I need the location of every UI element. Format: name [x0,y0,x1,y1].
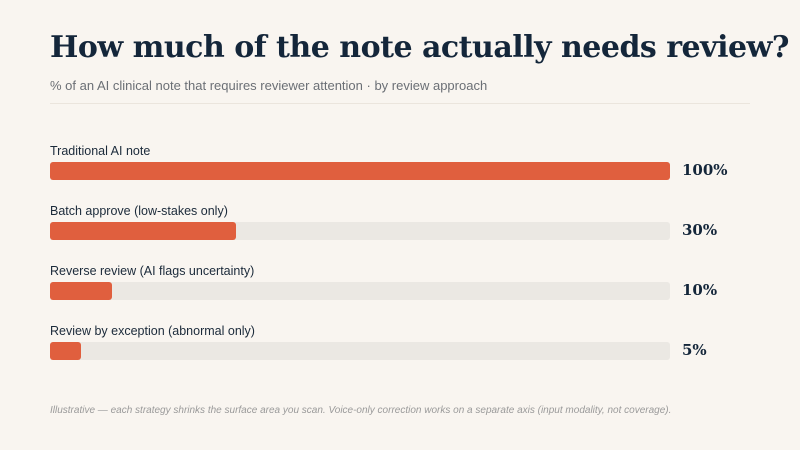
bar [50,162,670,180]
value-label: 5% [682,341,707,359]
bar-track [50,282,670,300]
chart-footnote: Illustrative — each strategy shrinks the… [50,405,672,416]
category-label: Batch approve (low-stakes only) [50,204,228,218]
bar-track [50,342,670,360]
bar-row: Reverse review (AI flags uncertainty) 10% [50,260,750,320]
chart-title: How much of the note actually needs revi… [50,30,789,65]
bar-row: Review by exception (abnormal only) 5% [50,320,750,380]
bar [50,282,112,300]
value-label: 100% [682,161,728,179]
bar-track [50,162,670,180]
divider [50,103,750,104]
bar-rows: Traditional AI note 100% Batch approve (lo… [50,140,750,380]
value-label: 30% [682,221,718,239]
value-label: 10% [682,281,718,299]
bar-track [50,222,670,240]
bar-row: Batch approve (low-stakes only) 30% [50,200,750,260]
bar [50,342,81,360]
category-label: Reverse review (AI flags uncertainty) [50,264,255,278]
category-label: Traditional AI note [50,144,151,158]
bar-row: Traditional AI note 100% [50,140,750,200]
chart-subtitle: % of an AI clinical note that requires r… [50,78,488,93]
bar [50,222,236,240]
category-label: Review by exception (abnormal only) [50,324,255,338]
